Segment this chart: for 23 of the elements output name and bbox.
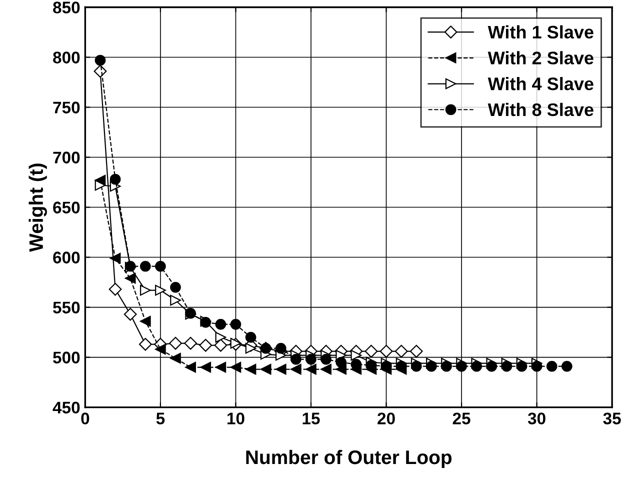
y-tick-label: 450 (52, 402, 80, 414)
x-tick-label: 15 (302, 412, 320, 424)
y-tick-label: 800 (53, 52, 80, 64)
y-tick-label: 750 (53, 102, 80, 114)
y-tick-label: 550 (53, 302, 80, 314)
legend-label: With 8 Slave (488, 102, 594, 116)
y-tick-label: 700 (53, 152, 80, 164)
x-tick-label: 35 (603, 412, 621, 424)
y-tick-label: 650 (53, 202, 80, 214)
y-axis-title: Weight (t) (28, 164, 47, 252)
x-tick-label: 30 (528, 412, 546, 424)
legend-label: With 1 Slave (488, 25, 594, 39)
x-tick-label: 20 (378, 412, 395, 424)
y-tick-label: 850 (53, 2, 80, 14)
y-tick-label: 600 (53, 252, 80, 264)
legend-label: With 2 Slave (488, 51, 594, 64)
x-tick-label: 10 (228, 412, 244, 424)
x-tick-label: 0 (81, 412, 90, 424)
x-tick-label: 25 (452, 412, 470, 424)
legend-label: With 4 Slave (488, 77, 594, 90)
y-tick-label: 500 (53, 352, 80, 364)
x-tick-label: 5 (156, 412, 165, 424)
x-axis-title: Number of Outer Loop (246, 450, 452, 468)
